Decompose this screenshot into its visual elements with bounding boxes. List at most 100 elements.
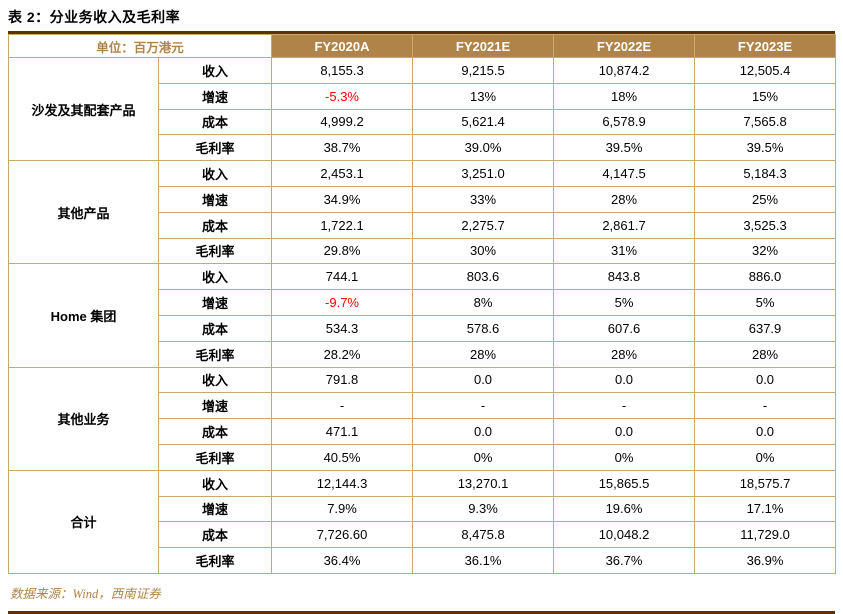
value-cell: 32% xyxy=(694,237,837,265)
unit-label: 单位：百万港元 xyxy=(7,34,273,58)
top-divider xyxy=(8,31,835,34)
value-cell: 34.9% xyxy=(271,185,414,213)
value-cell: 28% xyxy=(553,340,696,368)
value-cell: -9.7% xyxy=(271,289,414,316)
value-cell: 36.1% xyxy=(412,547,555,574)
value-cell: 39.5% xyxy=(553,134,696,162)
value-cell: - xyxy=(271,392,414,420)
value-cell: 18% xyxy=(553,82,696,110)
financial-table: 单位：百万港元 FY2020A FY2021E FY2022E FY2023E … xyxy=(7,34,837,574)
value-cell: 10,048.2 xyxy=(553,521,696,549)
metric-label: 成本 xyxy=(157,314,273,342)
metric-label: 毛利率 xyxy=(157,237,273,265)
value-cell: -5.3% xyxy=(271,82,414,110)
table-title: 表 2：分业务收入及毛利率 xyxy=(8,9,181,25)
value-cell: 1,722.1 xyxy=(271,211,414,239)
value-cell: 803.6 xyxy=(412,263,555,291)
value-cell: 7,726.60 xyxy=(271,521,414,549)
value-cell: 28% xyxy=(553,185,696,213)
value-cell: 8,475.8 xyxy=(412,521,555,549)
value-cell: 29.8% xyxy=(271,237,414,265)
value-cell: 7.9% xyxy=(271,495,414,523)
table-row: Home 集团 收入 744.1 803.6 843.8 886.0 xyxy=(8,263,837,368)
value-cell: 31% xyxy=(553,237,696,265)
value-cell: 0.0 xyxy=(553,418,696,445)
metric-label: 收入 xyxy=(157,57,273,84)
data-source: 数据来源：Wind，西南证券 xyxy=(10,586,161,601)
group-name: Home 集团 xyxy=(8,263,159,368)
metric-label: 增速 xyxy=(157,289,273,316)
group-name: 沙发及其配套产品 xyxy=(8,56,159,162)
value-cell: 5% xyxy=(694,289,837,316)
metric-label: 成本 xyxy=(157,108,273,136)
value-cell: 0% xyxy=(412,443,555,471)
table-row: 增速 7.9% 9.3% 19.6% 17.1% xyxy=(9,495,837,523)
metric-label: 毛利率 xyxy=(157,547,273,574)
value-cell: - xyxy=(412,392,555,420)
value-cell: 40.5% xyxy=(271,443,414,471)
value-cell: 578.6 xyxy=(412,314,555,342)
table-row: 成本 7,726.60 8,475.8 10,048.2 11,729.0 xyxy=(9,521,837,549)
value-cell: 4,147.5 xyxy=(553,160,696,187)
table-row: 增速 -5.3% 13% 18% 15% xyxy=(9,82,837,110)
table-row: 成本 1,722.1 2,275.7 2,861.7 3,525.3 xyxy=(9,211,837,239)
value-cell: 744.1 xyxy=(271,263,414,291)
value-cell: 0.0 xyxy=(694,418,837,445)
value-cell: 10,874.2 xyxy=(553,57,696,84)
value-cell: 0.0 xyxy=(694,366,837,394)
value-cell: 843.8 xyxy=(553,263,696,291)
value-cell: 39.0% xyxy=(412,134,555,162)
value-cell: 637.9 xyxy=(694,314,837,342)
value-cell: 6,578.9 xyxy=(553,108,696,136)
table-row: 毛利率 36.4% 36.1% 36.7% 36.9% xyxy=(9,547,837,574)
value-cell: 18,575.7 xyxy=(694,469,837,497)
table-row: 毛利率 40.5% 0% 0% 0% xyxy=(9,443,837,471)
table-row: 增速 -9.7% 8% 5% 5% xyxy=(9,289,837,316)
metric-label: 成本 xyxy=(157,521,273,549)
value-cell: 15,865.5 xyxy=(553,469,696,497)
table-row: 毛利率 29.8% 30% 31% 32% xyxy=(9,237,837,265)
value-cell: 13,270.1 xyxy=(412,469,555,497)
value-cell: 0% xyxy=(694,443,837,471)
value-cell: 17.1% xyxy=(694,495,837,523)
value-cell: 9,215.5 xyxy=(412,57,555,84)
value-cell: 607.6 xyxy=(553,314,696,342)
table-row: 成本 471.1 0.0 0.0 0.0 xyxy=(9,418,837,445)
value-cell: 13% xyxy=(412,82,555,110)
group-name: 其他产品 xyxy=(8,160,159,265)
table-row: 成本 4,999.2 5,621.4 6,578.9 7,565.8 xyxy=(9,108,837,136)
column-header-fy2021e: FY2021E xyxy=(412,34,555,58)
value-cell: 4,999.2 xyxy=(271,108,414,136)
value-cell: 886.0 xyxy=(694,263,837,291)
metric-label: 毛利率 xyxy=(157,134,273,162)
value-cell: 36.9% xyxy=(694,547,837,574)
value-cell: 11,729.0 xyxy=(694,521,837,549)
value-cell: 2,275.7 xyxy=(412,211,555,239)
table-row: 沙发及其配套产品 收入 8,155.3 9,215.5 10,874.2 12,505.4 xyxy=(8,56,837,162)
value-cell: 38.7% xyxy=(271,134,414,162)
metric-label: 毛利率 xyxy=(157,443,273,471)
value-cell: 25% xyxy=(694,185,837,213)
value-cell: 36.7% xyxy=(553,547,696,574)
value-cell: 791.8 xyxy=(271,366,414,394)
value-cell: 28.2% xyxy=(271,340,414,368)
group-name: 合计 xyxy=(8,469,159,574)
table-row: 毛利率 28.2% 28% 28% 28% xyxy=(9,340,837,368)
metric-label: 增速 xyxy=(157,495,273,523)
value-cell: 9.3% xyxy=(412,495,555,523)
header-row: 单位：百万港元 FY2020A FY2021E FY2022E FY2023E xyxy=(7,34,837,58)
metric-label: 成本 xyxy=(157,418,273,445)
metric-label: 成本 xyxy=(157,211,273,239)
metric-label: 收入 xyxy=(157,469,273,497)
table-row: 其他产品 收入 2,453.1 3,251.0 4,147.5 5,184.3 xyxy=(8,160,837,265)
value-cell: 2,861.7 xyxy=(553,211,696,239)
value-cell: 5,184.3 xyxy=(694,160,837,187)
value-cell: 5,621.4 xyxy=(412,108,555,136)
table-row: 其他业务 收入 791.8 0.0 0.0 0.0 xyxy=(8,366,837,471)
metric-label: 收入 xyxy=(157,160,273,187)
value-cell: 33% xyxy=(412,185,555,213)
value-cell: 36.4% xyxy=(271,547,414,574)
value-cell: 28% xyxy=(694,340,837,368)
metric-label: 毛利率 xyxy=(157,340,273,368)
